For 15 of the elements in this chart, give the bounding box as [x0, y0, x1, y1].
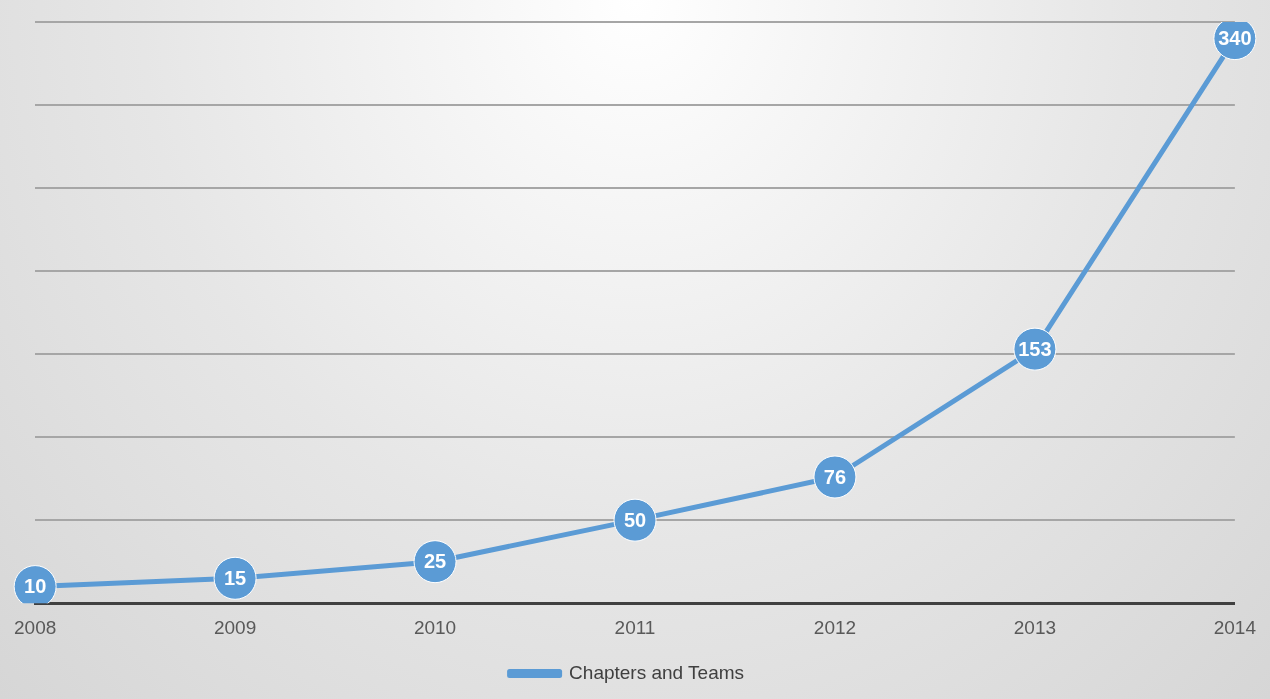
data-label: 15: [223, 566, 247, 589]
data-label: 25: [423, 550, 447, 573]
x-tick-label: 2014: [1213, 616, 1257, 638]
x-tick-label: 2011: [614, 616, 656, 638]
legend-label: Chapters and Teams: [569, 661, 745, 683]
data-label: 76: [823, 465, 847, 488]
x-tick-label: 2013: [1013, 616, 1057, 638]
x-tick-label: 2010: [413, 616, 457, 638]
data-label: 50: [623, 508, 647, 531]
x-tick-label: 2009: [213, 616, 257, 638]
data-label: 340: [1218, 27, 1252, 50]
x-tick-label: 2008: [13, 616, 57, 638]
x-tick-label: 2012: [813, 616, 857, 638]
data-label: 153: [1018, 337, 1052, 360]
data-label: 10: [24, 575, 47, 598]
